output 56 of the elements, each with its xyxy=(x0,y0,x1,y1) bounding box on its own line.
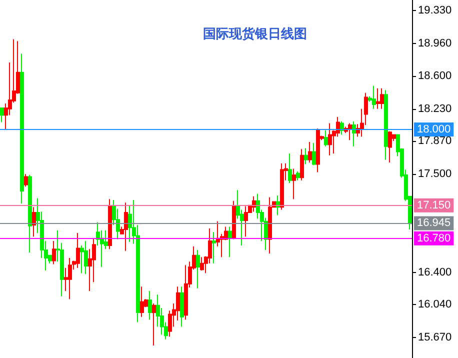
candlestick xyxy=(68,258,72,300)
candlestick xyxy=(372,85,376,110)
candlestick xyxy=(124,202,128,252)
y-tick-label: 17.500 xyxy=(418,168,452,180)
candlestick xyxy=(140,286,144,318)
candlestick xyxy=(292,168,296,200)
candlestick xyxy=(180,286,184,328)
candlestick xyxy=(380,88,384,110)
candlestick xyxy=(28,174,32,254)
candlestick xyxy=(244,206,248,238)
candlestick xyxy=(52,240,56,265)
candlestick xyxy=(200,256,204,272)
candlestick xyxy=(108,198,112,250)
y-tick-label: 18.960 xyxy=(418,38,452,50)
candlestick xyxy=(148,290,152,320)
y-tick-label: 18.230 xyxy=(418,102,452,115)
candlestick xyxy=(212,232,216,264)
y-tick-label: 16.400 xyxy=(418,266,452,278)
candlestick xyxy=(384,90,388,160)
y-tick-label: 15.670 xyxy=(418,331,452,344)
candlestick xyxy=(324,130,328,147)
candlestick xyxy=(80,245,84,274)
candlestick xyxy=(184,264,188,320)
candlestick xyxy=(300,148,304,181)
candlestick xyxy=(32,206,36,238)
y-tick-label: 18.600 xyxy=(418,70,452,82)
candlestick xyxy=(196,249,200,289)
candlestick xyxy=(328,122,332,156)
candlestick xyxy=(388,130,392,163)
ref-line-label: 18.000 xyxy=(417,123,451,136)
candlestick xyxy=(152,303,156,346)
ref-line-label: 16.945 xyxy=(417,217,451,230)
candlestick xyxy=(348,122,352,141)
candlestick xyxy=(304,148,308,165)
candlestick xyxy=(0,108,4,123)
candlestick xyxy=(228,226,232,258)
y-tick-label: 17.870 xyxy=(418,135,452,148)
candlestick xyxy=(268,196,272,254)
candlestick xyxy=(76,232,80,268)
candlestick xyxy=(20,53,24,204)
text: 国际现货银日线图 xyxy=(203,26,307,41)
candlestick xyxy=(280,162,284,210)
ref-line-label: 16.780 xyxy=(417,232,451,244)
y-tick-label: 19.330 xyxy=(418,4,452,17)
ref-line-label: 17.150 xyxy=(417,199,451,212)
y-tick-label: 16.040 xyxy=(418,298,452,310)
candlestick xyxy=(232,200,236,240)
candlestick xyxy=(24,174,28,188)
candlestick xyxy=(312,142,316,166)
candlestick xyxy=(288,153,292,184)
candlestick xyxy=(84,240,88,275)
candlestick xyxy=(296,170,300,181)
candlestick xyxy=(316,128,320,173)
candlestick xyxy=(376,88,380,110)
candlestick xyxy=(308,141,312,163)
candlestick xyxy=(276,195,280,216)
